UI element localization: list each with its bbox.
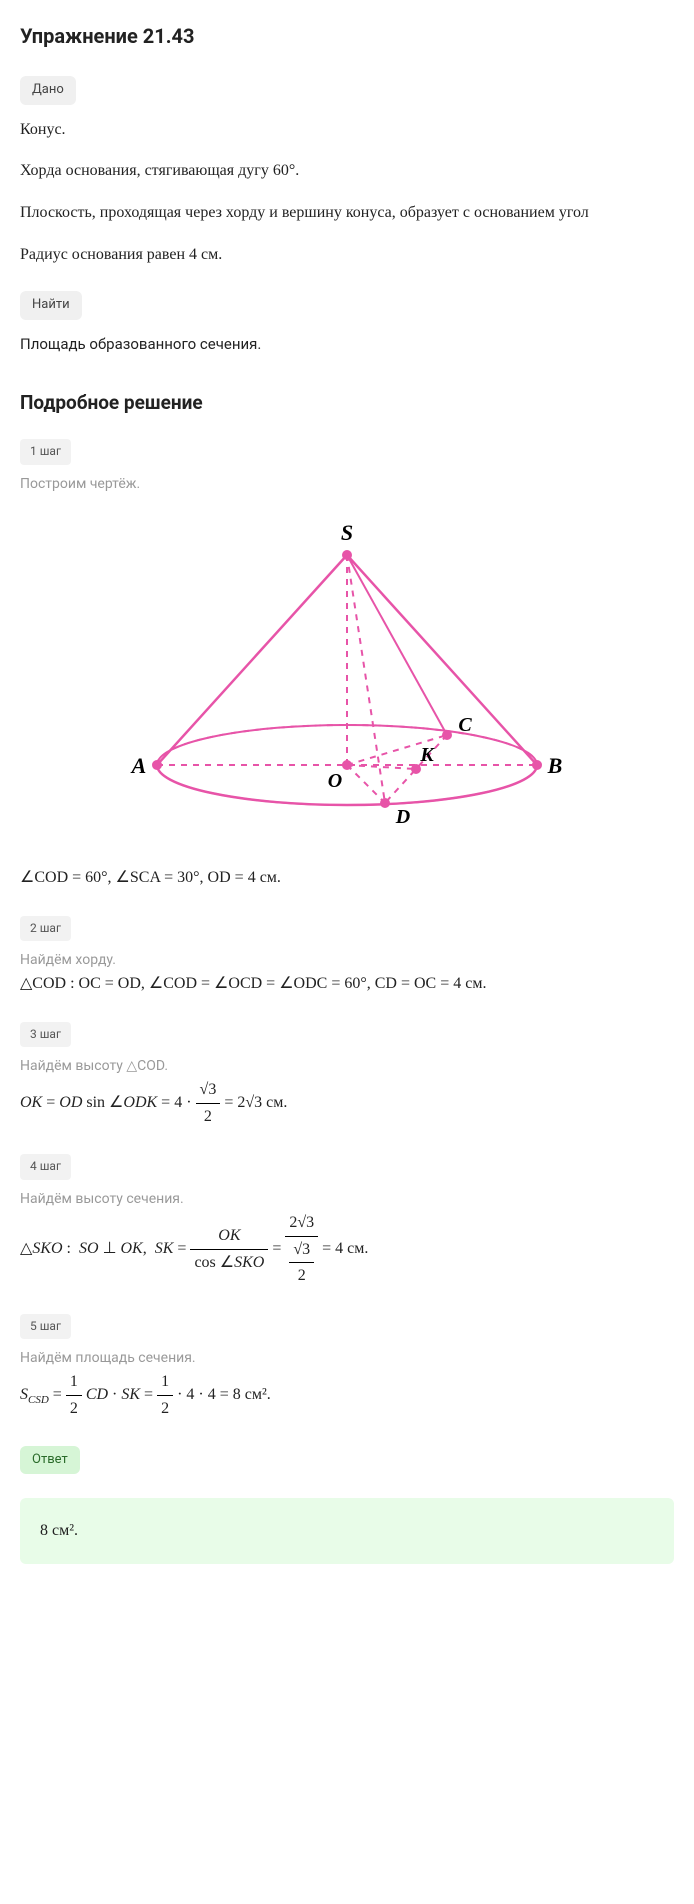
- step-3-caption: Найдём высоту △COD.: [20, 1055, 674, 1077]
- cone-figure: S A B O C D K: [20, 515, 674, 835]
- edge-sb: [347, 555, 537, 765]
- step-3-label: 3 шаг: [20, 1022, 71, 1047]
- line-sc: [347, 555, 447, 735]
- answer-text: 8 см².: [40, 1522, 78, 1539]
- label-a: A: [130, 753, 147, 778]
- step-4-caption: Найдём высоту сечения.: [20, 1188, 674, 1210]
- step-1-caption: Построим чертёж.: [20, 473, 674, 495]
- label-s: S: [341, 520, 353, 545]
- step-1-formula: ∠COD = 60°, ∠SCA = 30°, OD = 4 см.: [20, 865, 674, 891]
- find-text: Площадь образованного сечения.: [20, 332, 674, 356]
- dot-s: [342, 550, 352, 560]
- base-ellipse-front-arc: [157, 765, 537, 805]
- given-line-2: Хорда основания, стягивающая дугу 60°.: [20, 158, 674, 184]
- dot-d: [380, 798, 390, 808]
- given-line-1: Конус.: [20, 117, 674, 143]
- label-o: O: [328, 770, 342, 792]
- step-5: 5 шаг Найдём площадь сечения. SCSD = 12 …: [20, 1313, 674, 1422]
- label-b: B: [547, 753, 563, 778]
- given-line-4: Радиус основания равен 4 см.: [20, 242, 674, 268]
- step-1: 1 шаг Построим чертёж.: [20, 438, 674, 890]
- step-5-caption: Найдём площадь сечения.: [20, 1347, 674, 1369]
- dot-b: [532, 760, 542, 770]
- step-2: 2 шаг Найдём хорду. △COD : OC = OD, ∠COD…: [20, 915, 674, 997]
- label-d: D: [395, 806, 410, 828]
- dot-o: [342, 760, 352, 770]
- page-title: Упражнение 21.43: [20, 20, 674, 52]
- step-4-formula: △SKO : SO ⊥ OK, SK = OKcos ∠SKO = 2√3√32…: [20, 1210, 674, 1289]
- step-1-label: 1 шаг: [20, 439, 71, 464]
- step-3: 3 шаг Найдём высоту △COD. OK = OD sin ∠O…: [20, 1021, 674, 1130]
- cone-svg: S A B O C D K: [127, 515, 567, 835]
- find-badge: Найти: [20, 291, 82, 320]
- step-3-formula: OK = OD sin ∠ODK = 4 · √32 = 2√3 см.: [20, 1077, 674, 1129]
- step-4-label: 4 шаг: [20, 1154, 71, 1179]
- step-5-formula: SCSD = 12 CD · SK = 12 · 4 · 4 = 8 см².: [20, 1369, 674, 1421]
- answer-badge: Ответ: [20, 1446, 80, 1475]
- dot-a: [152, 760, 162, 770]
- answer-box: 8 см².: [20, 1498, 674, 1564]
- label-c: C: [458, 714, 472, 736]
- edge-sa: [157, 555, 347, 765]
- label-k: K: [419, 744, 435, 766]
- line-ok: [347, 765, 416, 769]
- step-2-caption: Найдём хорду.: [20, 949, 674, 971]
- given-badge: Дано: [20, 76, 76, 105]
- solution-title: Подробное решение: [20, 388, 674, 418]
- step-4: 4 шаг Найдём высоту сечения. △SKO : SO ⊥…: [20, 1153, 674, 1288]
- step-2-label: 2 шаг: [20, 916, 71, 941]
- given-line-3: Плоскость, проходящая через хорду и верш…: [20, 200, 674, 226]
- step-2-formula: △COD : OC = OD, ∠COD = ∠OCD = ∠ODC = 60°…: [20, 971, 674, 997]
- step-5-label: 5 шаг: [20, 1314, 71, 1339]
- dot-c: [442, 730, 452, 740]
